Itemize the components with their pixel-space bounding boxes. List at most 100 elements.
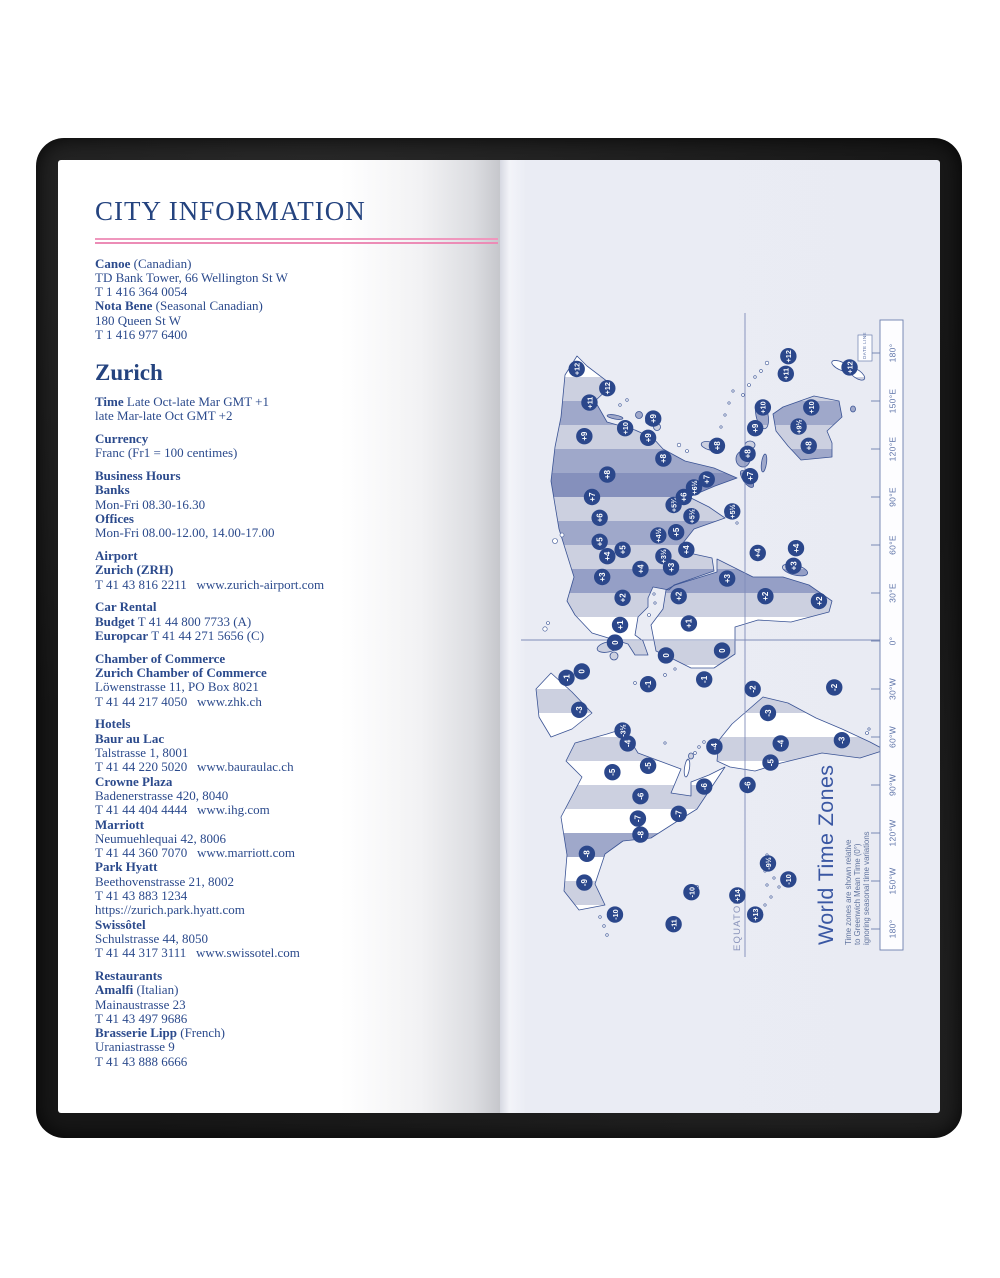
timezone-badge-label: +10 (807, 401, 816, 413)
landmass-outline (609, 651, 619, 661)
info-text: Late Oct-late Mar GMT +1 (123, 393, 270, 409)
timezone-badge-label: +8 (805, 441, 814, 451)
island-dot (772, 876, 776, 880)
time-zone-band (536, 641, 885, 665)
island-dot (731, 389, 735, 393)
timezone-badge: -6 (696, 778, 713, 795)
info-text: Schulstrasse 44, 8050 (95, 930, 209, 946)
timezone-badge: +6 (675, 488, 693, 506)
timezone-badge: +5½ (683, 508, 700, 525)
time-zone-band (536, 497, 885, 521)
info-text-bold: Hotels (95, 716, 131, 732)
timezone-badge-label: -4 (624, 739, 633, 747)
timezone-badge-label: +4 (682, 545, 691, 555)
time-zone-band (536, 809, 885, 833)
timezone-badge: +12 (780, 348, 797, 365)
timezone-badge: +9 (747, 420, 764, 437)
info-line: late Mar-late Oct GMT +2 (95, 408, 501, 424)
scale-label: 0° (888, 637, 898, 646)
info-text: Mon-Fri 08.00-12.00, 14.00-17.00 (95, 525, 275, 541)
info-line: https://zurich.park.hyatt.com (95, 903, 501, 917)
island-dot (676, 442, 682, 448)
pink-rule (95, 238, 498, 244)
scale-label: 180° (888, 344, 898, 363)
info-line: T 41 43 816 2211 www.zurich-airport.com (95, 577, 501, 592)
landmass-outline (683, 758, 691, 778)
info-line: Talstrasse 1, 8001 (95, 745, 501, 760)
time-zone-band (536, 593, 885, 617)
timezone-badge: +5½ (724, 503, 741, 520)
island-dot (753, 375, 757, 379)
timezone-badge: +10 (803, 399, 820, 416)
island-dot (747, 383, 751, 387)
timezone-badge: -4 (706, 738, 723, 755)
scale-label: 60°E (888, 535, 898, 555)
timezone-badge: -1 (696, 671, 713, 688)
info-text-bold: Offices (95, 510, 134, 526)
left-page: CITY INFORMATION Canoe (Canadian) TD Bank… (58, 160, 500, 1113)
scale-label: 150°W (888, 867, 898, 894)
island-dot (685, 449, 689, 453)
timezone-badge: 0 (713, 642, 731, 659)
timezone-badge-label: +2 (761, 591, 770, 601)
timezone-badge-label: -5 (644, 762, 653, 770)
info-line: Badenerstrasse 420, 8040 (95, 788, 501, 803)
timezone-badge-label: +7 (588, 492, 597, 502)
timezone-badge: +8 (599, 466, 616, 483)
timezone-badge-label: +11 (585, 397, 594, 409)
timezone-badge-label: +8 (659, 453, 668, 463)
timezone-badge-label: +6 (595, 513, 604, 523)
info-text: Uraniastrasse 9 (95, 1039, 175, 1055)
timezone-badge-label: +4 (603, 551, 612, 561)
timezone-badge-label: +5 (618, 545, 627, 555)
island-dot (652, 592, 656, 596)
timezone-badge: -1 (639, 676, 657, 693)
info-line: TD Bank Tower, 66 Wellington St W (95, 270, 501, 285)
timezone-badge: +6 (591, 509, 608, 526)
timezone-badge: +5 (614, 541, 631, 558)
info-text: (French) (176, 1025, 225, 1041)
timezone-badge-label: -3 (838, 736, 847, 744)
timezone-badge-label: -5 (608, 768, 617, 776)
scale-label: 120°E (888, 437, 898, 462)
info-line: T 41 44 217 4050 www.zhk.ch (95, 694, 501, 709)
map-subtitle-line-3: ignoring seasonal time variations (862, 831, 871, 945)
timezone-badge: +6½ (685, 479, 703, 496)
time-zone-band (536, 521, 885, 545)
timezone-badge: -10 (780, 871, 797, 888)
info-text: 180 Queen St W (95, 312, 182, 328)
island-dot (741, 393, 745, 397)
info-section: Restaurants Amalfi (Italian) Mainaustrasse… (95, 968, 501, 1069)
info-section: Business Hours Banks Mon-Fri 08.30-16.30 Of… (95, 468, 501, 541)
timezone-badge-label: +5 (595, 537, 604, 547)
info-line: Schulstrasse 44, 8050 (95, 930, 501, 946)
timezone-badge: -8 (578, 845, 596, 862)
info-line: Banks (95, 483, 501, 497)
timezone-badge: -11 (665, 916, 682, 933)
timezone-badge-label: +5 (672, 527, 681, 537)
landmass-outline (772, 395, 843, 461)
timezone-badge: +9½ (790, 418, 807, 435)
info-text-bold: Nota Bene (95, 298, 153, 314)
timezone-badge: -3 (833, 731, 851, 749)
info-text-bold: Brasserie Lipp (95, 1025, 177, 1041)
island-dot (723, 413, 727, 417)
info-text: Mon-Fri 08.30-16.30 (95, 496, 206, 512)
info-text: late Mar-late Oct GMT +2 (95, 408, 233, 424)
timezone-badge: +9 (639, 429, 657, 446)
info-line: Park Hyatt (95, 860, 501, 874)
info-line: Canoe (Canadian) (95, 256, 501, 271)
info-text: T 41 44 220 5020 www.bauraulac.ch (95, 759, 294, 775)
info-line: Mon-Fri 08.30-16.30 (95, 496, 501, 512)
timezone-badge-label: -10 (687, 887, 696, 897)
timezone-badge-label: -9 (580, 878, 589, 886)
timezone-badge: -5 (762, 754, 779, 771)
info-line: Restaurants (95, 968, 501, 983)
timezone-badge-label: +1 (685, 618, 694, 628)
timezone-badge: 0 (606, 634, 624, 651)
info-text-bold: Crowne Plaza (95, 773, 173, 789)
island-dot (598, 915, 602, 919)
scale-label: 120°W (888, 819, 898, 846)
island-dot (702, 740, 706, 744)
